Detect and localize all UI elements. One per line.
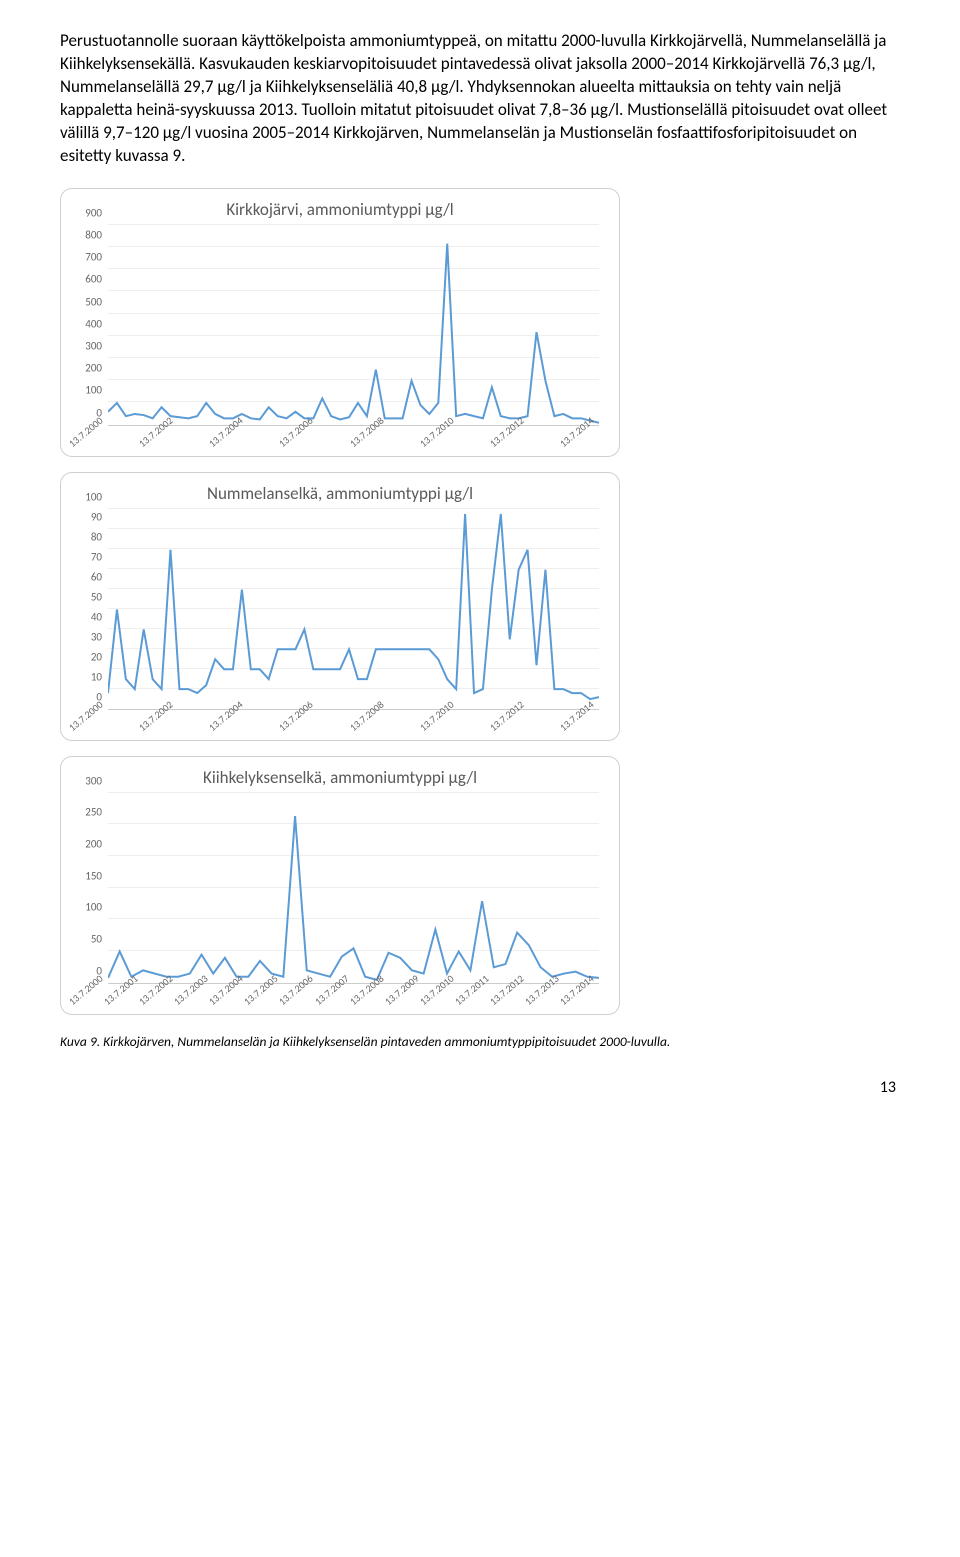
chart-title: Nummelanselkä, ammoniumtyppi µg/l — [76, 483, 604, 504]
y-tick-label: 30 — [91, 630, 102, 643]
y-tick-label: 90 — [91, 510, 102, 523]
grid-line — [108, 792, 599, 793]
y-tick-label: 200 — [85, 837, 102, 850]
y-tick-label: 80 — [91, 530, 102, 543]
chart-kirkkojarvi: Kirkkojärvi, ammoniumtyppi µg/l 01002003… — [60, 188, 620, 457]
chart-title: Kiihkelyksenselkä, ammoniumtyppi µg/l — [76, 767, 604, 788]
page-number: 13 — [60, 1078, 900, 1097]
y-tick-label: 100 — [85, 384, 102, 397]
y-tick-label: 100 — [85, 901, 102, 914]
y-tick-label: 40 — [91, 610, 102, 623]
chart-area: 010203040506070809010013.7.200013.7.2002… — [76, 510, 604, 730]
y-tick-label: 600 — [85, 273, 102, 286]
y-tick-label: 400 — [85, 317, 102, 330]
y-tick-label: 500 — [85, 295, 102, 308]
figure-caption: Kuva 9. Kirkkojärven, Nummelanselän ja K… — [60, 1033, 900, 1050]
y-tick-label: 150 — [85, 869, 102, 882]
line-series — [108, 510, 599, 709]
chart-area: 010020030040050060070080090013.7.200013.… — [76, 226, 604, 446]
y-tick-label: 50 — [91, 590, 102, 603]
y-tick-label: 20 — [91, 650, 102, 663]
line-series — [108, 226, 599, 425]
grid-line — [108, 224, 599, 225]
chart-kiihkelyksenselka: Kiihkelyksenselkä, ammoniumtyppi µg/l 05… — [60, 756, 620, 1015]
intro-paragraph: Perustuotannolle suoraan käyttökelpoista… — [60, 30, 900, 168]
y-tick-label: 10 — [91, 670, 102, 683]
chart-title: Kirkkojärvi, ammoniumtyppi µg/l — [76, 199, 604, 220]
y-tick-label: 900 — [85, 206, 102, 219]
y-tick-label: 300 — [85, 774, 102, 787]
y-tick-label: 700 — [85, 251, 102, 264]
y-tick-label: 50 — [91, 932, 102, 945]
y-tick-label: 60 — [91, 570, 102, 583]
chart-area: 05010015020025030013.7.200013.7.200113.7… — [76, 794, 604, 1004]
grid-line — [108, 508, 599, 509]
y-tick-label: 70 — [91, 550, 102, 563]
y-tick-label: 800 — [85, 228, 102, 241]
y-tick-label: 100 — [85, 490, 102, 503]
y-tick-label: 200 — [85, 362, 102, 375]
y-tick-label: 300 — [85, 339, 102, 352]
line-series — [108, 794, 599, 983]
y-tick-label: 250 — [85, 806, 102, 819]
chart-nummelanselka: Nummelanselkä, ammoniumtyppi µg/l 010203… — [60, 472, 620, 741]
